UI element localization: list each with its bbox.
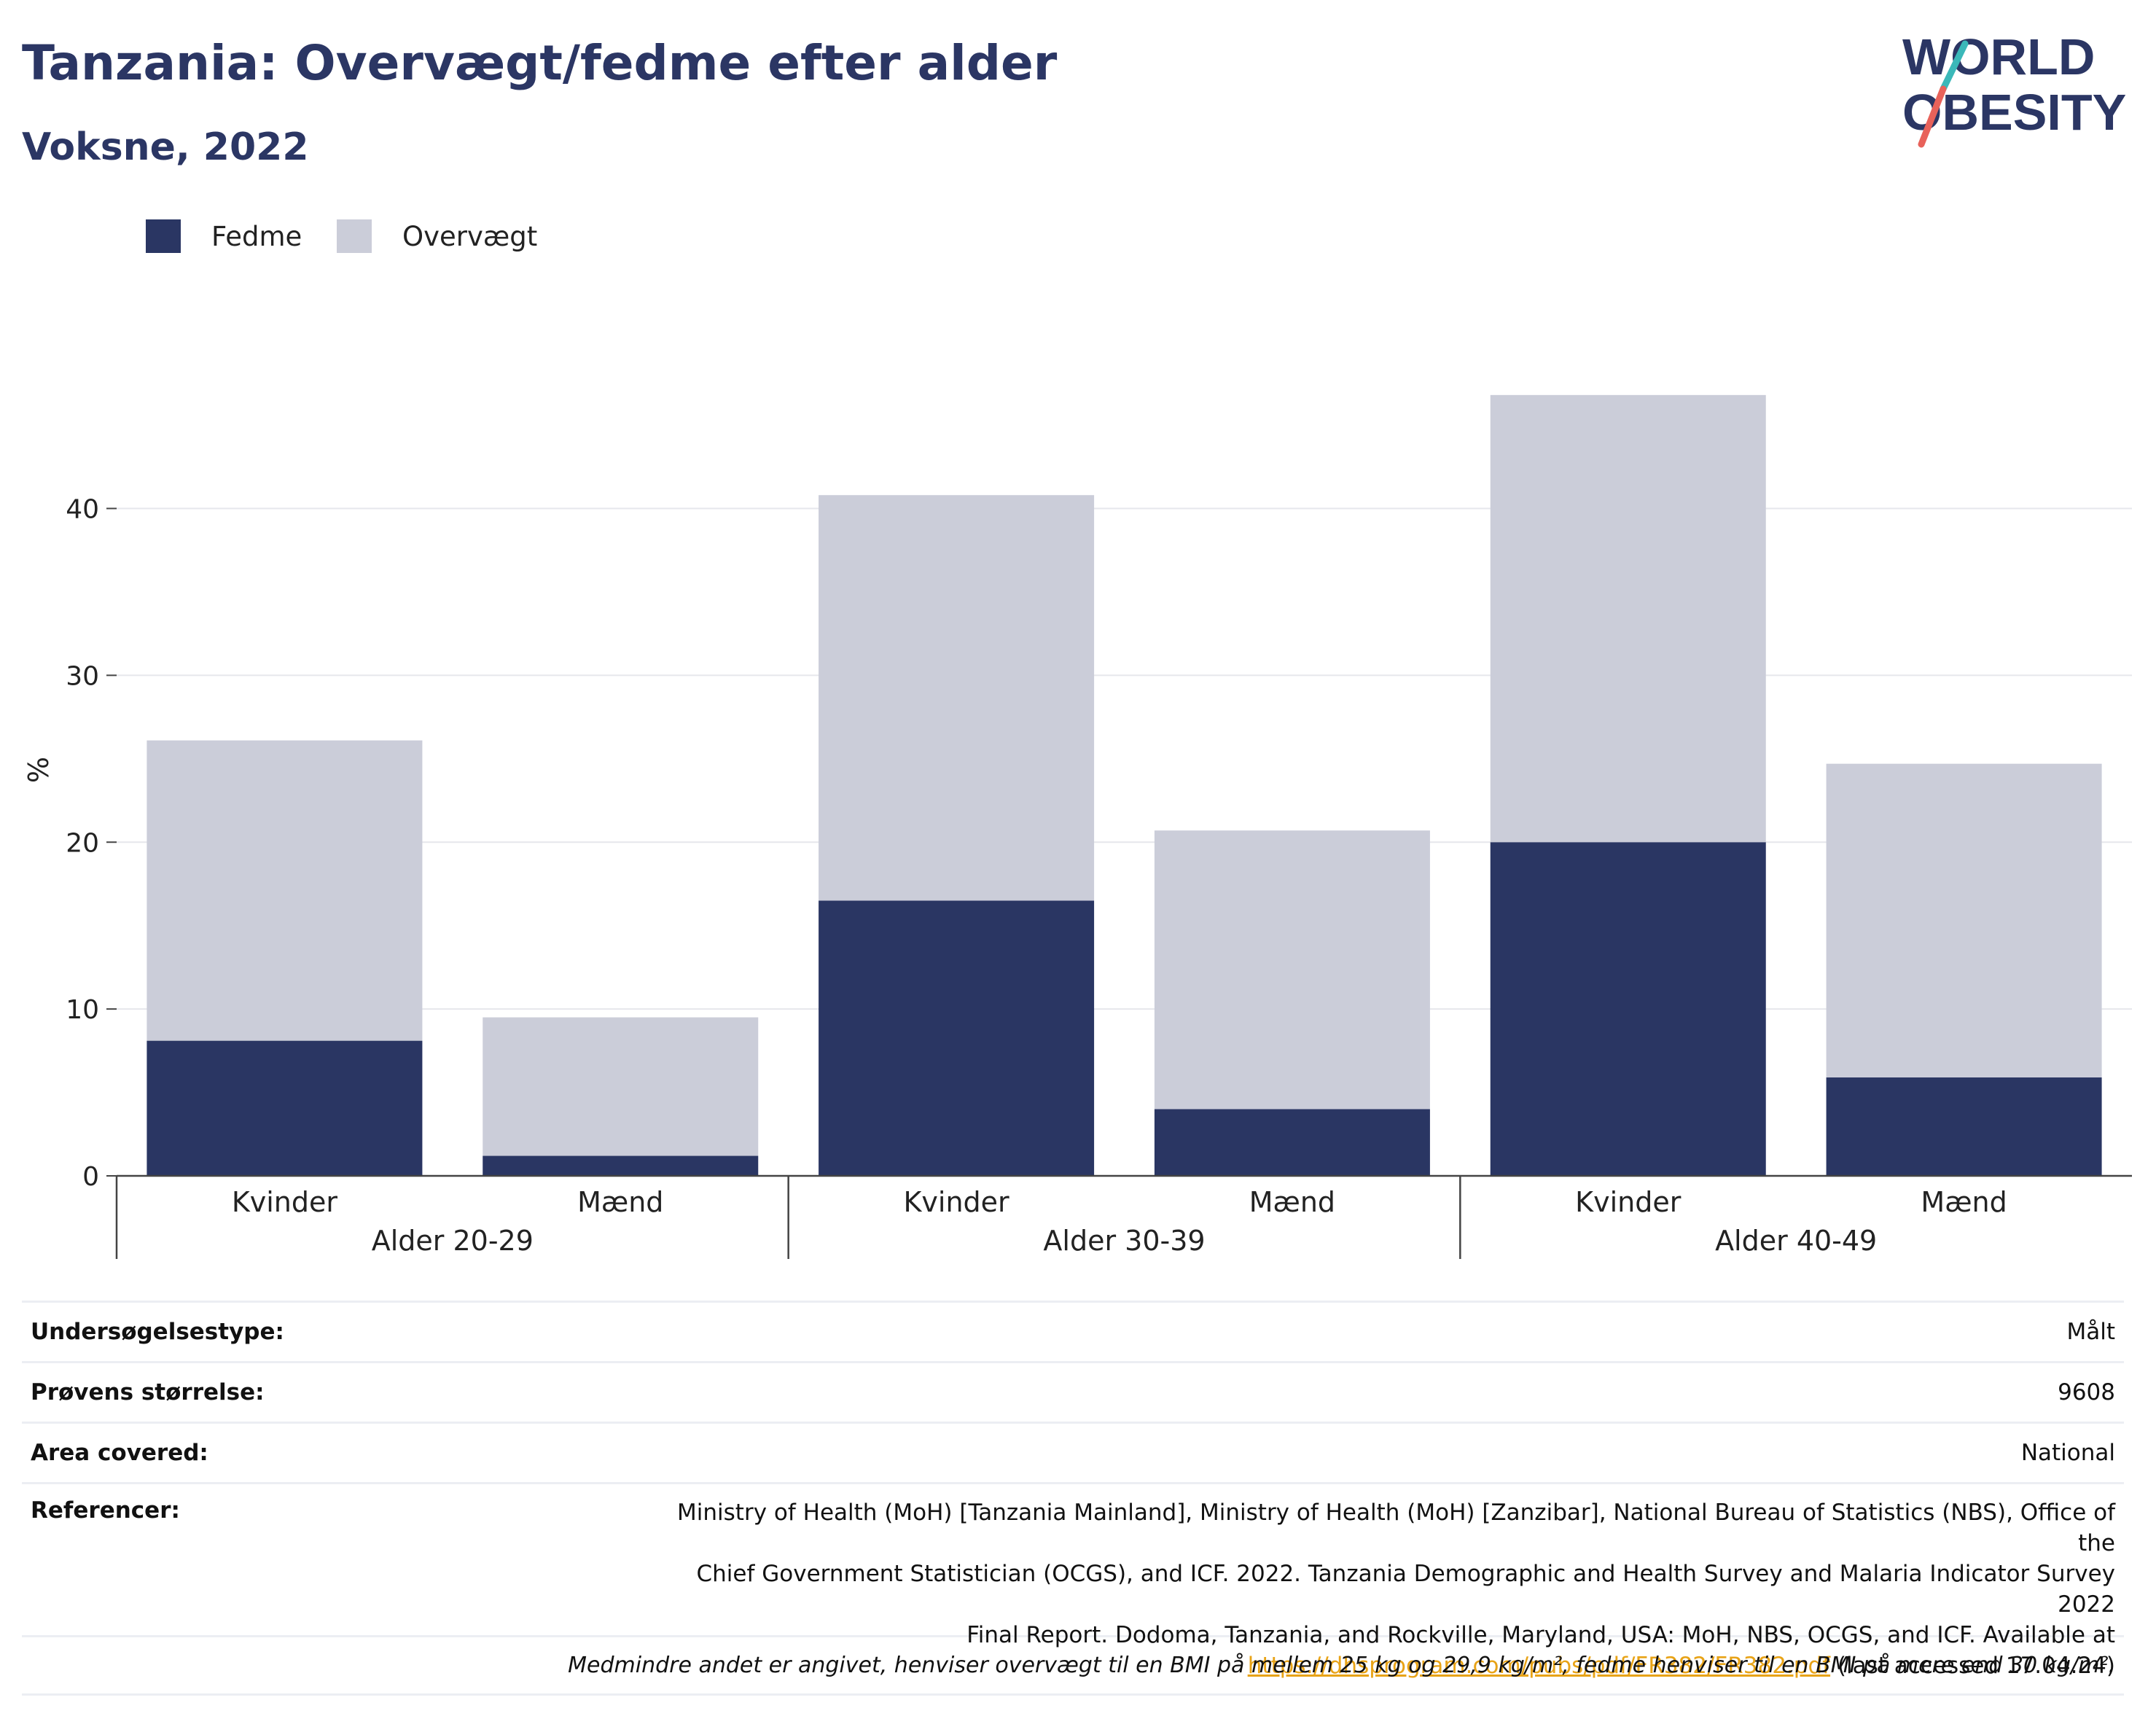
bar-fedme [483, 1155, 759, 1176]
x-category-label: Mænd [1249, 1186, 1335, 1218]
legend-swatch [337, 219, 372, 253]
x-category-label: Mænd [1921, 1186, 2007, 1218]
reference-line: Final Report. Dodoma, Tanzania, and Rock… [966, 1622, 2115, 1648]
legend-swatch [146, 219, 181, 253]
world-obesity-logo: WORLD OBESITY [1902, 28, 2126, 148]
x-group-label: Alder 30-39 [1043, 1225, 1205, 1257]
info-row-references: Referencer: Ministry of Health (MoH) [Ta… [22, 1482, 2124, 1679]
info-label: Undersøgelsestype: [31, 1319, 284, 1345]
references-text: Ministry of Health (MoH) [Tanzania Mainl… [657, 1497, 2115, 1681]
info-row-area: Area covered: National [22, 1422, 2124, 1482]
footnote: Medmindre andet er angivet, henviser ove… [22, 1635, 2124, 1696]
legend-label: Fedme [211, 220, 302, 252]
reference-line: Ministry of Health (MoH) [Tanzania Mainl… [677, 1500, 2115, 1556]
info-value: National [2020, 1440, 2115, 1466]
logo-line1: WORLD [1902, 28, 2095, 85]
bar-fedme [819, 900, 1095, 1176]
info-row-sample-size: Prøvens størrelse: 9608 [22, 1361, 2124, 1422]
y-tick-label: 40 [66, 495, 99, 525]
info-label: Area covered: [31, 1440, 208, 1466]
page-subtitle: Voksne, 2022 [22, 125, 309, 169]
reference-line: Chief Government Statistician (OCGS), an… [696, 1561, 2115, 1618]
bar-fedme [1154, 1109, 1430, 1176]
bar-overvaegt [147, 740, 423, 1041]
legend-item-fedme[interactable]: Fedme [146, 216, 302, 257]
info-label: Referencer: [31, 1497, 180, 1524]
reference-suffix: (last accessed 17.04.24) [1830, 1653, 2115, 1679]
footnote-text: Medmindre andet er angivet, henviser ove… [568, 1653, 2115, 1678]
x-group-label: Alder 20-29 [372, 1225, 534, 1257]
bar-fedme [1826, 1077, 2102, 1176]
info-label: Prøvens størrelse: [31, 1379, 265, 1405]
info-row-survey-type: Undersøgelsestype: Målt [22, 1301, 2124, 1361]
stacked-bar-chart: 0 10 20 30 40% Kvinder Mænd Kvinder Mænd Kvinder M… [23, 394, 2132, 1259]
survey-info-table: Undersøgelsestype: Målt Prøvens størrels… [22, 1301, 2124, 1696]
reference-line: https://dhsprogram.com/pubs/pdf/FR382/FR… [657, 1650, 2115, 1681]
y-tick-label: 30 [66, 661, 99, 691]
page-title: Tanzania: Overvægt/fedme efter alder [22, 35, 1058, 91]
x-category-label: Kvinder [1575, 1186, 1682, 1218]
bar-overvaegt [819, 495, 1095, 901]
y-tick-label: 10 [66, 995, 99, 1025]
y-axis-label: % [23, 757, 55, 783]
x-category-label: Kvinder [232, 1186, 338, 1218]
bar-fedme [147, 1040, 423, 1176]
bar-overvaegt [1154, 830, 1430, 1110]
x-group-label: Alder 40-49 [1715, 1225, 1877, 1257]
bar-overvaegt [1490, 394, 1766, 843]
legend-label: Overvægt [402, 220, 538, 252]
x-category-label: Mænd [577, 1186, 663, 1218]
info-value: Målt [2066, 1319, 2115, 1345]
x-category-label: Kvinder [903, 1186, 1009, 1218]
reference-link[interactable]: https://dhsprogram.com/pubs/pdf/FR382/FR… [1247, 1653, 1831, 1679]
logo-teal-stroke [1940, 40, 1969, 93]
legend-item-overvaegt[interactable]: Overvægt [337, 216, 537, 257]
info-value: 9608 [2058, 1379, 2115, 1405]
y-tick-label: 0 [82, 1162, 99, 1192]
bar-overvaegt [1826, 763, 2102, 1077]
bar-overvaegt [483, 1017, 759, 1156]
bar-fedme [1490, 842, 1766, 1176]
y-tick-label: 20 [66, 828, 99, 858]
logo-red-stroke [1918, 85, 1947, 148]
